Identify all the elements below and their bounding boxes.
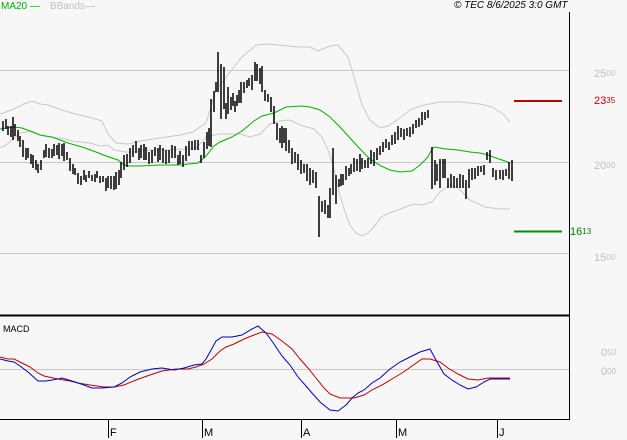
legend-ma20: MA20 — bbox=[1, 1, 40, 12]
chart-legend: MA20 — BBands— bbox=[1, 1, 95, 12]
ma20-line bbox=[0, 105, 511, 173]
y-label-2000: 2000 bbox=[594, 160, 616, 172]
y-label-1500: 1500 bbox=[594, 252, 616, 264]
macd-label-050: 050 bbox=[601, 347, 617, 359]
resistance-label: 2335 bbox=[594, 95, 616, 107]
legend-bbands: BBands— bbox=[49, 1, 95, 12]
price-bars bbox=[2, 52, 513, 237]
macd-signal-line bbox=[0, 331, 510, 399]
x-label-jun: J bbox=[499, 427, 505, 439]
x-label-may: M bbox=[398, 427, 408, 439]
x-label-apr: A bbox=[303, 427, 311, 439]
y-label-2500: 2500 bbox=[594, 68, 616, 80]
copyright-timestamp: © TEC 8/6/2025 3:0 GMT bbox=[454, 0, 568, 11]
x-label-feb: F bbox=[110, 427, 117, 439]
macd-label-000: 000 bbox=[601, 366, 617, 378]
bollinger-bands bbox=[0, 43, 511, 237]
x-axis-ticks bbox=[108, 420, 498, 438]
macd-title: MACD bbox=[3, 324, 30, 334]
macd-line bbox=[0, 325, 510, 412]
price-gridlines bbox=[0, 70, 569, 370]
x-label-mar: M bbox=[204, 427, 214, 439]
support-label: 1613 bbox=[570, 226, 592, 238]
